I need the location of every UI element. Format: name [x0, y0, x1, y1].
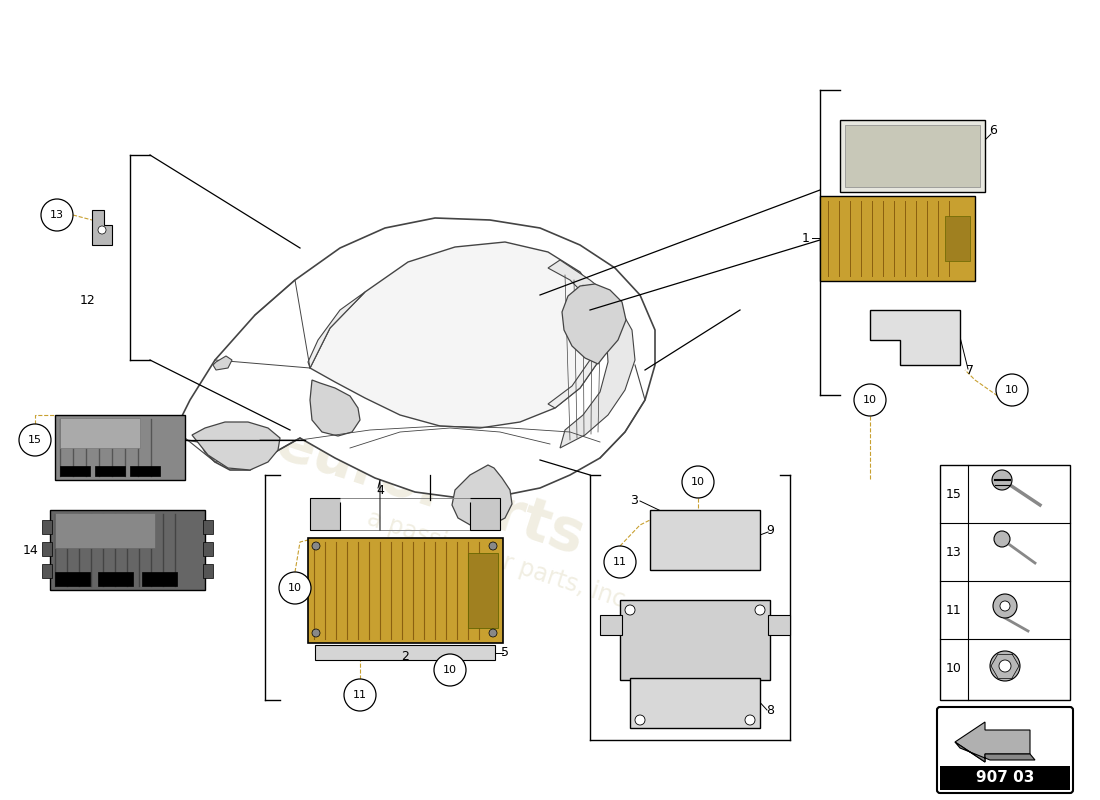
Text: 7: 7 — [966, 363, 974, 377]
Bar — [60, 466, 90, 476]
Circle shape — [854, 384, 886, 416]
Circle shape — [993, 594, 1018, 618]
Text: 15: 15 — [28, 435, 42, 445]
Circle shape — [19, 424, 51, 456]
Bar — [60, 418, 140, 448]
Bar — [940, 766, 1070, 790]
Bar — [55, 572, 90, 586]
Circle shape — [604, 546, 636, 578]
Polygon shape — [650, 510, 760, 570]
Polygon shape — [870, 310, 960, 365]
Circle shape — [312, 629, 320, 637]
Bar — [204, 564, 213, 578]
Circle shape — [625, 605, 635, 615]
Bar — [468, 553, 498, 628]
Polygon shape — [955, 722, 1030, 762]
Text: 12: 12 — [80, 294, 96, 306]
Circle shape — [994, 531, 1010, 547]
Polygon shape — [452, 465, 512, 526]
Polygon shape — [175, 218, 654, 498]
Text: 14: 14 — [22, 543, 38, 557]
Polygon shape — [308, 292, 365, 368]
Text: 10: 10 — [443, 665, 456, 675]
Circle shape — [682, 466, 714, 498]
Polygon shape — [955, 742, 1035, 762]
Circle shape — [279, 572, 311, 604]
Bar — [768, 615, 790, 635]
Circle shape — [312, 542, 320, 550]
Text: 10: 10 — [691, 477, 705, 487]
Polygon shape — [192, 422, 280, 470]
Text: 3: 3 — [630, 494, 638, 506]
Text: 10: 10 — [1005, 385, 1019, 395]
Polygon shape — [310, 242, 605, 428]
Circle shape — [992, 470, 1012, 490]
Circle shape — [434, 654, 466, 686]
FancyBboxPatch shape — [937, 707, 1072, 793]
Polygon shape — [308, 538, 503, 643]
Text: 8: 8 — [766, 703, 774, 717]
Text: 5: 5 — [500, 646, 509, 658]
Text: 9: 9 — [766, 523, 774, 537]
Bar — [42, 542, 52, 556]
Text: 11: 11 — [353, 690, 367, 700]
Polygon shape — [55, 415, 185, 480]
Bar — [630, 678, 760, 728]
Polygon shape — [840, 120, 984, 192]
Polygon shape — [548, 332, 600, 408]
Bar — [315, 645, 495, 660]
Circle shape — [635, 715, 645, 725]
Text: 1: 1 — [802, 231, 810, 245]
Bar — [620, 600, 770, 680]
Circle shape — [990, 651, 1020, 681]
Text: 10: 10 — [288, 583, 302, 593]
Bar — [42, 564, 52, 578]
Circle shape — [344, 679, 376, 711]
Text: 4: 4 — [376, 483, 384, 497]
Bar — [204, 542, 213, 556]
Circle shape — [98, 226, 106, 234]
Text: 13: 13 — [946, 546, 961, 558]
Bar — [95, 466, 125, 476]
Circle shape — [490, 629, 497, 637]
Bar — [130, 466, 159, 476]
Text: euroParts: euroParts — [268, 413, 592, 567]
Polygon shape — [548, 260, 635, 448]
Polygon shape — [310, 380, 360, 436]
Text: 11: 11 — [946, 603, 961, 617]
Bar — [42, 520, 52, 534]
Polygon shape — [470, 498, 500, 530]
Bar — [204, 520, 213, 534]
Bar — [940, 465, 1070, 700]
Polygon shape — [310, 498, 340, 530]
Circle shape — [755, 605, 764, 615]
Circle shape — [745, 715, 755, 725]
Polygon shape — [92, 210, 112, 245]
Text: 13: 13 — [50, 210, 64, 220]
Text: 10: 10 — [864, 395, 877, 405]
Circle shape — [41, 199, 73, 231]
Text: 6: 6 — [989, 123, 997, 137]
Polygon shape — [820, 196, 975, 281]
Polygon shape — [213, 356, 232, 370]
Bar — [142, 572, 177, 586]
Text: 907 03: 907 03 — [976, 770, 1034, 786]
Polygon shape — [50, 510, 205, 590]
Bar — [945, 216, 970, 261]
Text: 2: 2 — [402, 650, 409, 663]
Bar — [55, 513, 155, 548]
Bar — [845, 125, 980, 187]
Circle shape — [996, 374, 1028, 406]
Polygon shape — [562, 284, 626, 364]
Text: 11: 11 — [613, 557, 627, 567]
Text: 10: 10 — [946, 662, 961, 674]
Text: a passion for parts, inc.: a passion for parts, inc. — [364, 506, 636, 614]
Circle shape — [490, 542, 497, 550]
Bar — [98, 572, 133, 586]
Circle shape — [1000, 601, 1010, 611]
Text: 15: 15 — [946, 487, 961, 501]
Bar — [600, 615, 621, 635]
Circle shape — [999, 660, 1011, 672]
